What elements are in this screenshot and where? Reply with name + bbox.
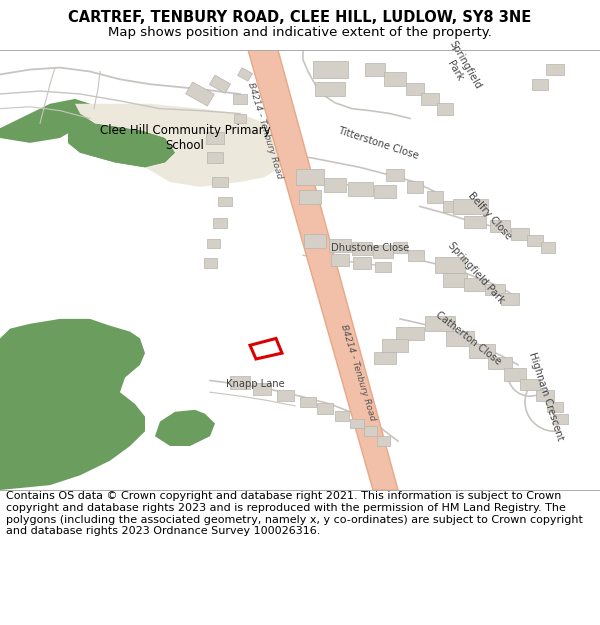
Bar <box>443 201 457 212</box>
Bar <box>304 234 326 248</box>
Bar <box>435 258 465 273</box>
Text: CARTREF, TENBURY ROAD, CLEE HILL, LUDLOW, SY8 3NE: CARTREF, TENBURY ROAD, CLEE HILL, LUDLOW… <box>68 10 532 25</box>
Bar <box>374 352 396 364</box>
Text: Map shows position and indicative extent of the property.: Map shows position and indicative extent… <box>108 26 492 39</box>
Bar <box>299 190 321 204</box>
Bar <box>300 397 316 408</box>
Polygon shape <box>155 410 215 446</box>
Bar <box>253 383 271 395</box>
Bar <box>352 242 372 255</box>
Polygon shape <box>68 130 175 168</box>
Bar <box>485 284 505 296</box>
Bar <box>296 169 324 185</box>
Bar <box>532 79 548 89</box>
Bar <box>504 368 526 381</box>
Bar <box>212 177 228 187</box>
Bar <box>373 245 393 258</box>
Bar <box>384 72 406 86</box>
Bar <box>364 426 377 436</box>
Bar <box>375 262 391 272</box>
Bar <box>374 186 396 198</box>
Bar <box>315 82 345 96</box>
Bar <box>527 235 543 246</box>
Polygon shape <box>0 99 90 143</box>
Bar <box>541 242 555 253</box>
Bar <box>377 436 389 446</box>
Bar <box>406 82 424 96</box>
Bar <box>553 414 568 424</box>
Polygon shape <box>238 68 253 81</box>
Text: Contains OS data © Crown copyright and database right 2021. This information is : Contains OS data © Crown copyright and d… <box>6 491 583 536</box>
Bar <box>443 273 467 287</box>
Bar <box>206 239 220 249</box>
Bar <box>207 152 223 163</box>
Bar <box>407 181 423 192</box>
Bar <box>488 356 512 369</box>
Polygon shape <box>75 104 285 187</box>
Bar <box>464 278 486 291</box>
Bar <box>452 199 487 214</box>
Bar <box>365 62 385 76</box>
Bar <box>347 182 373 196</box>
Bar <box>329 239 351 252</box>
Text: Clee Hill Community Primary
School: Clee Hill Community Primary School <box>100 124 271 152</box>
Bar <box>324 178 346 192</box>
Bar <box>520 379 540 390</box>
Bar <box>393 242 407 253</box>
Text: Springfield
Park: Springfield Park <box>437 39 483 96</box>
Text: Titterstone Close: Titterstone Close <box>336 125 420 161</box>
Bar <box>386 169 404 181</box>
Text: Belfry Close: Belfry Close <box>466 191 514 242</box>
Text: Knapp Lane: Knapp Lane <box>226 379 284 389</box>
Bar <box>233 94 247 104</box>
Bar <box>421 92 439 105</box>
Bar <box>464 216 486 229</box>
Bar <box>230 376 250 389</box>
Bar <box>382 339 408 352</box>
Bar <box>546 64 564 76</box>
Bar <box>218 197 232 206</box>
Bar <box>536 390 554 401</box>
Polygon shape <box>185 82 214 106</box>
Bar <box>213 218 227 228</box>
Bar <box>425 316 455 331</box>
Text: B4214 - Tenbury Road: B4214 - Tenbury Road <box>246 81 284 179</box>
Text: Highnam Crescent: Highnam Crescent <box>527 351 565 442</box>
Bar <box>547 401 563 412</box>
Bar <box>469 344 495 358</box>
Polygon shape <box>248 50 398 490</box>
Text: Dhustone Close: Dhustone Close <box>331 242 409 252</box>
Bar <box>501 294 519 305</box>
Bar <box>350 419 364 428</box>
Bar <box>437 102 453 114</box>
Bar <box>408 250 424 261</box>
Polygon shape <box>209 75 230 93</box>
Bar <box>396 327 424 341</box>
Bar <box>203 258 217 268</box>
Bar <box>353 258 371 269</box>
Bar <box>335 411 349 421</box>
Bar <box>313 61 347 78</box>
Text: Springfield Park: Springfield Park <box>446 241 506 306</box>
Text: B4214 - Tenbury Road: B4214 - Tenbury Road <box>339 323 377 422</box>
Bar <box>446 331 474 346</box>
Bar <box>234 114 246 123</box>
Bar <box>511 228 529 240</box>
Bar <box>317 404 333 414</box>
Polygon shape <box>250 339 282 359</box>
Polygon shape <box>0 319 145 490</box>
Bar <box>490 219 510 232</box>
Polygon shape <box>68 104 175 168</box>
Bar <box>277 390 293 401</box>
Bar <box>331 254 349 266</box>
Bar <box>206 132 224 144</box>
Text: Catherton Close: Catherton Close <box>433 310 503 367</box>
Bar <box>427 191 443 202</box>
